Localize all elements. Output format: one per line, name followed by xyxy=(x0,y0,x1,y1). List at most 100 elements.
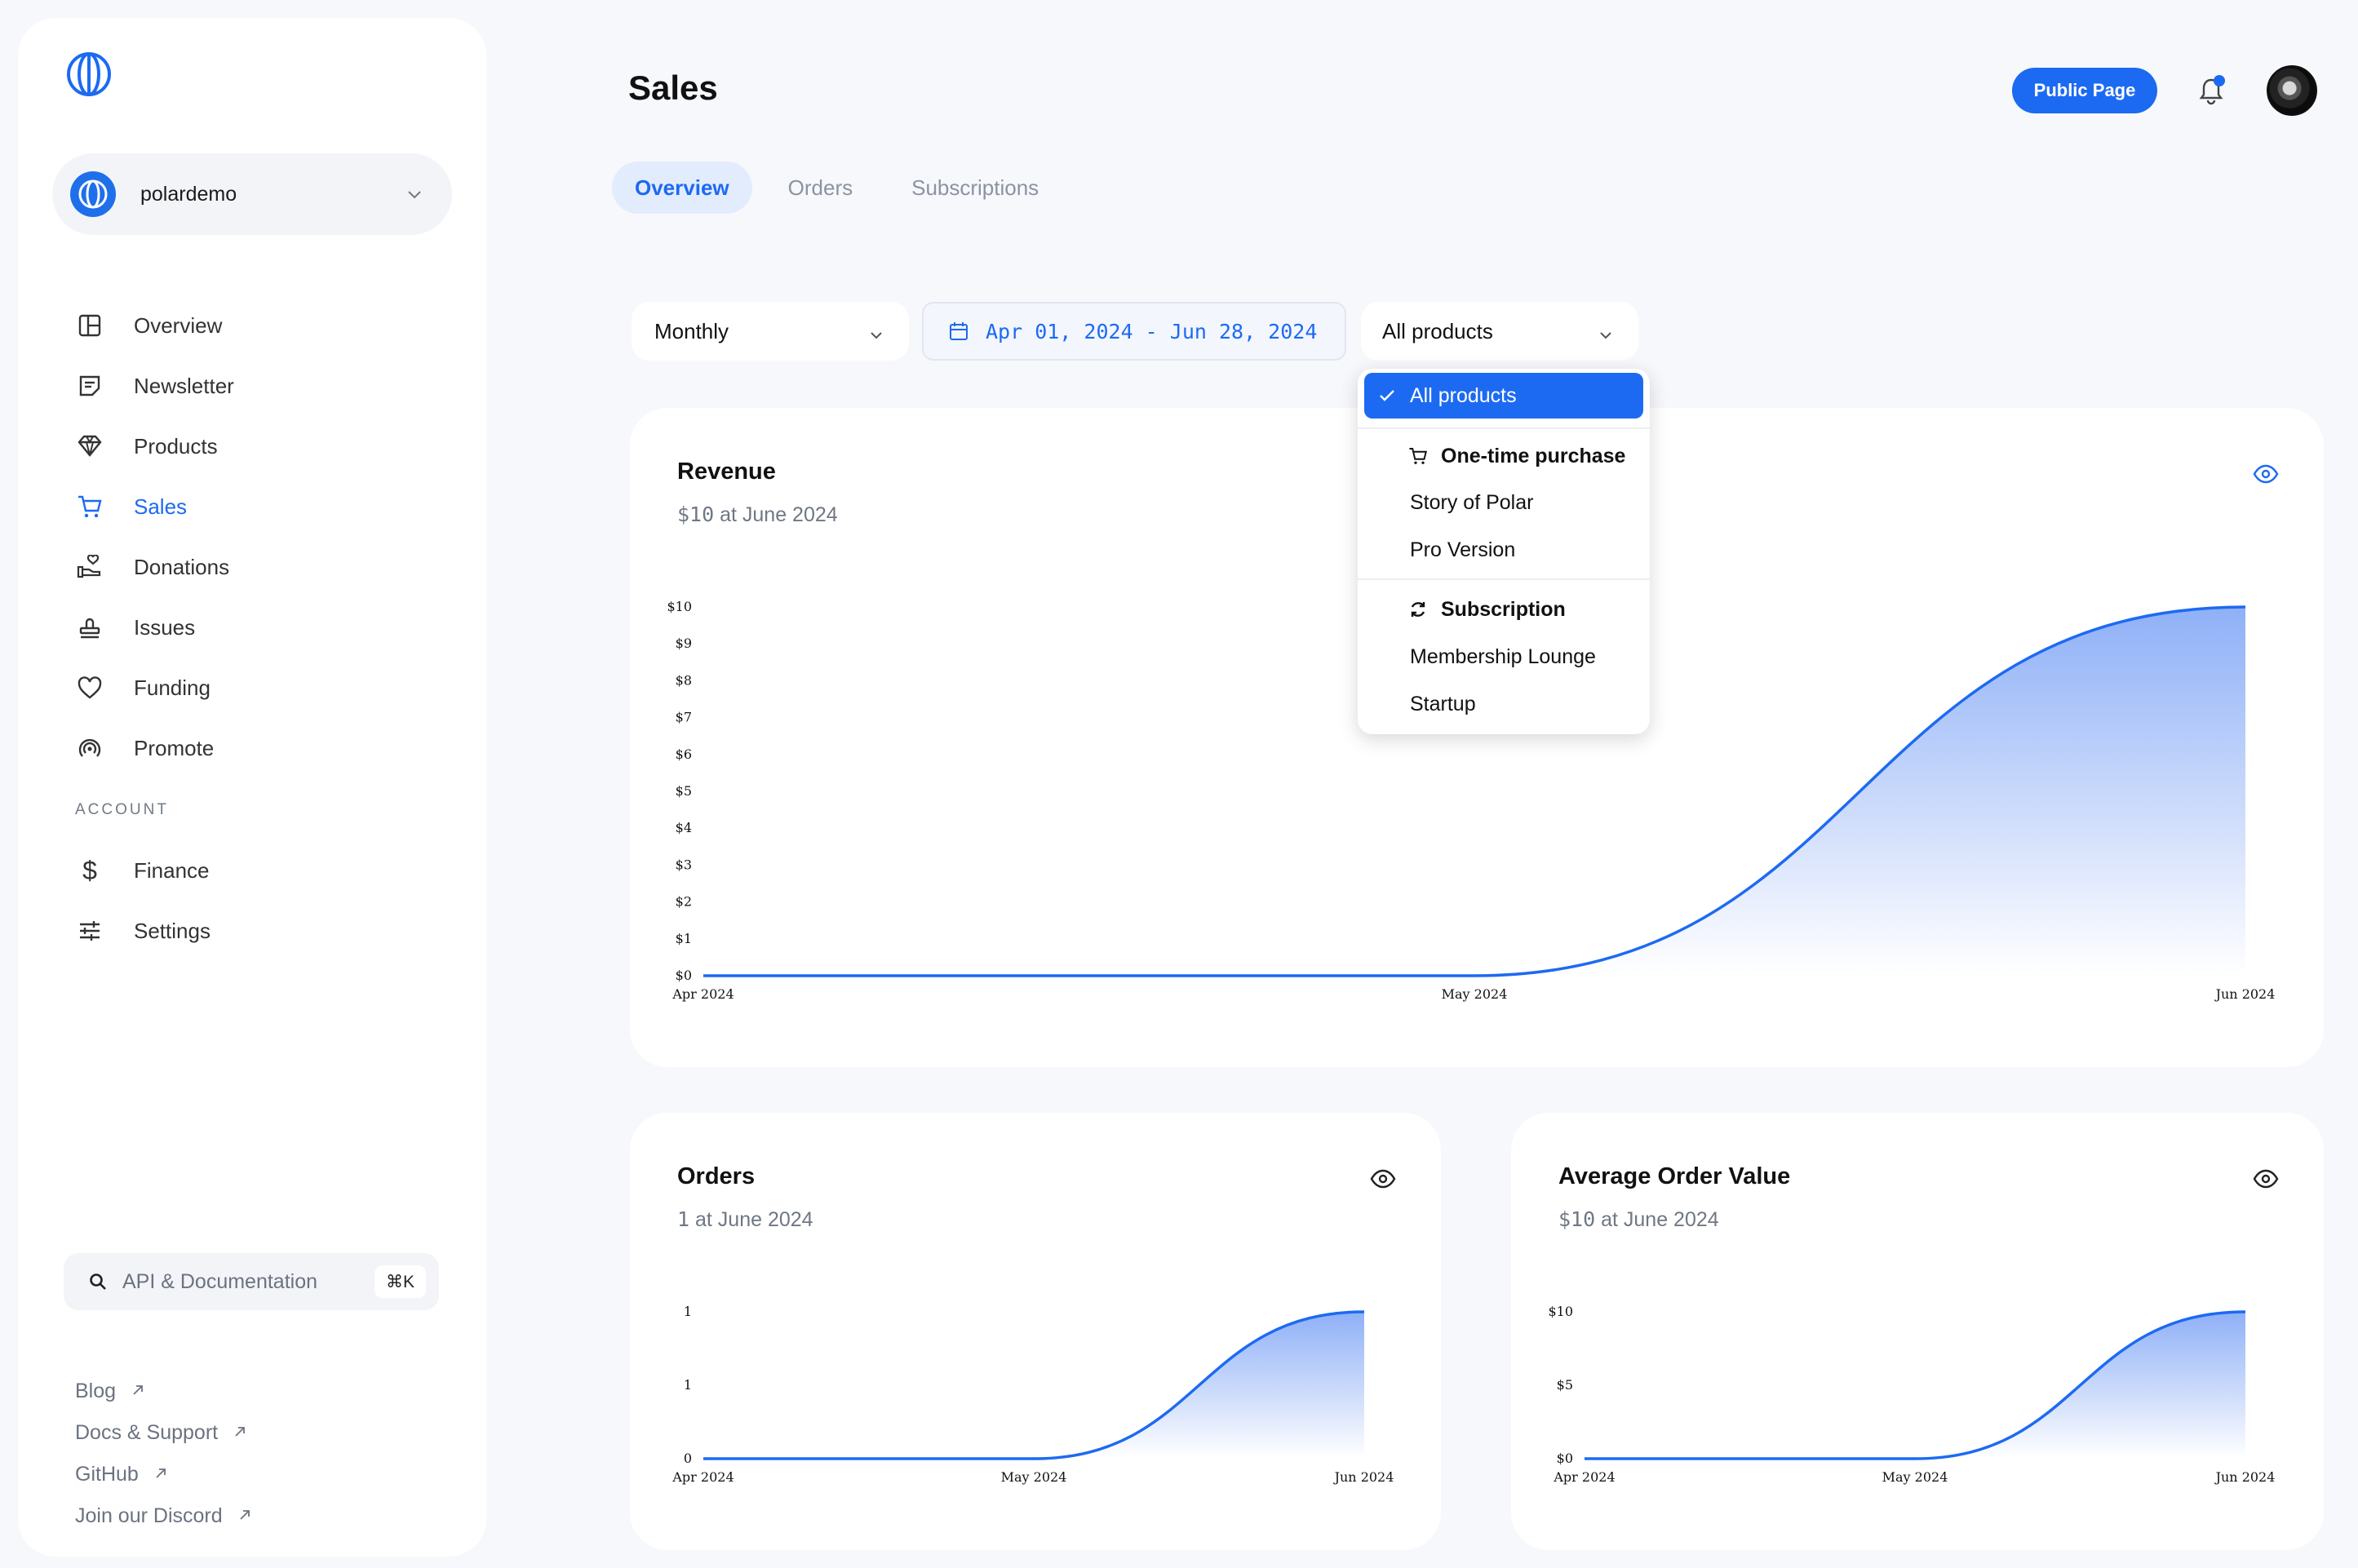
series-line xyxy=(703,1310,1365,1460)
account-section-label: ACCOUNT xyxy=(75,801,169,818)
nav-item-donations[interactable]: Donations xyxy=(75,537,450,597)
shortcut-badge: ⌘K xyxy=(374,1265,426,1298)
donation-icon xyxy=(75,552,104,582)
eye-icon[interactable] xyxy=(2252,1165,2280,1193)
footer-links: Blog Docs & Support GitHub Join our Disc… xyxy=(75,1371,252,1537)
interval-value: Monthly xyxy=(654,318,729,343)
nav-item-sales[interactable]: Sales xyxy=(75,476,450,537)
y-tick-label: $3 xyxy=(676,857,692,872)
polar-logo-icon[interactable] xyxy=(65,51,113,98)
nav-item-label: Funding xyxy=(134,675,211,700)
y-tick-label: $0 xyxy=(1557,1451,1573,1466)
y-tick-label: $10 xyxy=(1548,1304,1573,1319)
nav-item-issues[interactable]: Issues xyxy=(75,597,450,658)
org-avatar xyxy=(70,171,116,217)
series-area xyxy=(1585,1312,2245,1459)
date-range-picker[interactable]: Apr 01, 2024 - Jun 28, 2024 xyxy=(922,302,1346,361)
aov-chart: $0 $5 $10 Apr 2024 May 2024 Jun 2024 xyxy=(1548,1304,2276,1485)
menu-item-startup[interactable]: Startup xyxy=(1358,682,1650,726)
date-range-value: Apr 01, 2024 - Jun 28, 2024 xyxy=(986,319,1318,343)
revenue-chart: $0 $1 $2 $3 $4 $5 $6 $7 $8 $9 $10 Apr 2024 May 2024 J… xyxy=(667,599,2275,1002)
link-label: Docs & Support xyxy=(75,1421,219,1444)
user-avatar[interactable] xyxy=(2267,65,2317,116)
card-value: 1 xyxy=(677,1207,690,1231)
nav-item-funding[interactable]: Funding xyxy=(75,658,450,718)
y-tick-label: 1 xyxy=(684,1304,692,1319)
y-tick-label: $4 xyxy=(676,820,692,835)
refresh-icon xyxy=(1408,600,1428,619)
chevron-down-icon xyxy=(405,184,424,208)
y-tick-label: $5 xyxy=(1557,1377,1573,1393)
orders-chart: 0 1 1 Apr 2024 May 2024 Jun 2024 xyxy=(671,1304,1394,1485)
cart-icon xyxy=(75,492,104,521)
org-switcher[interactable]: polardemo xyxy=(52,153,452,235)
product-dropdown-menu: All products One-time purchase Story of … xyxy=(1358,369,1650,734)
sales-tabs: Overview Orders Subscriptions xyxy=(612,162,1075,214)
link-docs-support[interactable]: Docs & Support xyxy=(75,1412,252,1454)
nav-item-overview[interactable]: Overview xyxy=(75,295,450,356)
newsletter-icon xyxy=(75,371,104,401)
product-value: All products xyxy=(1382,318,1493,343)
y-tick-label: $9 xyxy=(676,636,692,651)
menu-item-label: Membership Lounge xyxy=(1410,644,1596,668)
y-tick-label: $0 xyxy=(676,968,692,983)
tab-overview[interactable]: Overview xyxy=(612,162,752,214)
card-title: Revenue xyxy=(677,458,776,485)
public-page-button[interactable]: Public Page xyxy=(2012,68,2157,113)
chevron-down-icon xyxy=(1598,324,1614,349)
menu-divider xyxy=(1358,427,1650,429)
external-link-icon xyxy=(237,1504,252,1528)
link-label: GitHub xyxy=(75,1463,139,1486)
calendar-icon xyxy=(948,321,969,342)
eye-icon[interactable] xyxy=(2252,460,2280,488)
x-tick-label: Apr 2024 xyxy=(671,1469,734,1485)
card-subtitle: 1 at June 2024 xyxy=(677,1207,813,1232)
x-tick-label: Jun 2024 xyxy=(2214,1469,2276,1485)
nav-item-label: Sales xyxy=(134,494,188,519)
interval-select[interactable]: Monthly xyxy=(632,302,909,361)
page-title: Sales xyxy=(628,69,718,107)
external-link-icon xyxy=(153,1463,168,1486)
tab-subscriptions[interactable]: Subscriptions xyxy=(911,175,1039,200)
api-docs-search[interactable]: API & Documentation ⌘K xyxy=(64,1253,439,1310)
x-tick-label: Apr 2024 xyxy=(1553,1469,1615,1485)
account-nav: $ Finance Settings xyxy=(75,840,450,961)
nav-item-settings[interactable]: Settings xyxy=(75,901,450,961)
card-value: $10 xyxy=(677,503,715,526)
main-nav: Overview Newsletter Products Sales Donat… xyxy=(75,295,450,778)
menu-item-label: Startup xyxy=(1410,692,1476,715)
org-name: polardemo xyxy=(140,182,237,206)
nav-item-finance[interactable]: $ Finance xyxy=(75,840,450,901)
heart-icon xyxy=(75,673,104,702)
tab-orders[interactable]: Orders xyxy=(787,175,853,200)
menu-item-story-of-polar[interactable]: Story of Polar xyxy=(1358,481,1650,525)
menu-group-label: Subscription xyxy=(1441,597,1566,621)
menu-divider xyxy=(1358,578,1650,580)
y-tick-label: $6 xyxy=(676,746,692,762)
link-github[interactable]: GitHub xyxy=(75,1454,252,1495)
nav-item-label: Finance xyxy=(134,857,210,883)
series-line xyxy=(703,605,2246,977)
y-tick-label: $10 xyxy=(667,599,692,614)
nav-item-products[interactable]: Products xyxy=(75,416,450,476)
menu-item-membership-lounge[interactable]: Membership Lounge xyxy=(1358,635,1650,679)
link-blog[interactable]: Blog xyxy=(75,1371,252,1412)
menu-item-pro-version[interactable]: Pro Version xyxy=(1358,528,1650,572)
cart-icon xyxy=(1408,446,1428,466)
nav-item-promote[interactable]: Promote xyxy=(75,718,450,778)
y-tick-label: $8 xyxy=(676,672,692,688)
menu-item-all-products[interactable]: All products xyxy=(1364,373,1643,419)
product-select[interactable]: All products xyxy=(1361,302,1638,361)
external-link-icon xyxy=(233,1421,247,1445)
nav-item-newsletter[interactable]: Newsletter xyxy=(75,356,450,416)
card-period: at June 2024 xyxy=(714,503,838,526)
link-discord[interactable]: Join our Discord xyxy=(75,1495,252,1537)
nav-item-label: Donations xyxy=(134,554,230,579)
card-title: Average Order Value xyxy=(1558,1163,1791,1189)
dollar-icon: $ xyxy=(82,855,97,885)
chevron-down-icon xyxy=(868,324,884,349)
series-area xyxy=(703,607,2245,976)
y-tick-label: $1 xyxy=(676,931,692,946)
external-link-icon xyxy=(131,1380,145,1403)
eye-icon[interactable] xyxy=(1369,1165,1397,1193)
